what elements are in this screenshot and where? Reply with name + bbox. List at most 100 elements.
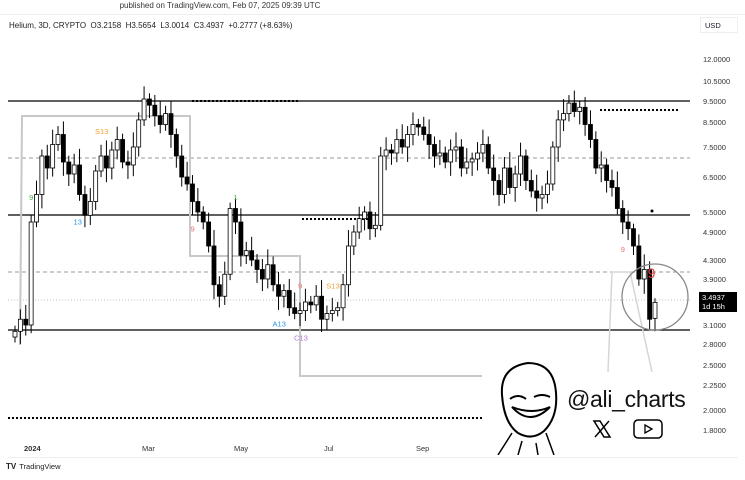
candle-body	[163, 113, 168, 125]
candle-body	[12, 330, 18, 338]
candle-body	[389, 149, 394, 154]
candle-body	[55, 134, 61, 145]
candle-body	[394, 139, 400, 154]
candle-body	[426, 134, 432, 145]
candle-body	[313, 295, 319, 306]
candle-body	[458, 146, 464, 169]
candle-body	[243, 250, 249, 256]
candle-body	[71, 164, 77, 175]
price-tick: 3.9000	[703, 275, 726, 284]
candle-body	[432, 144, 437, 157]
candle-body	[227, 208, 233, 275]
cartoon-face-logo	[497, 361, 558, 455]
price-tick: 2.8000	[703, 340, 726, 349]
candle-body	[598, 164, 604, 169]
candle-body	[281, 290, 287, 297]
candle-body	[125, 161, 131, 166]
candle-body	[647, 269, 653, 320]
candle-body	[550, 146, 556, 185]
candle-body	[620, 208, 626, 223]
candle-body	[604, 164, 609, 181]
td-count-label: C13	[294, 334, 308, 343]
candle-body	[442, 152, 448, 163]
td-count-label: 1	[234, 193, 238, 202]
td-count-label: 9	[190, 225, 194, 234]
candle-body	[421, 126, 427, 135]
candle-body	[448, 149, 454, 163]
highlight-circle	[621, 263, 689, 331]
candle-body	[566, 102, 572, 114]
candle-body	[453, 146, 459, 151]
candle-body	[109, 149, 115, 169]
price-tick: 2.2500	[703, 381, 726, 390]
candle-body	[399, 139, 405, 148]
candle-body	[222, 273, 228, 297]
last-price: 3.4937	[702, 293, 725, 302]
candle-body	[582, 106, 588, 125]
td-count-label: 9	[621, 245, 625, 254]
tradingview-logo[interactable]: TV TradingView	[6, 462, 61, 471]
candle-body	[588, 124, 593, 140]
candle-body	[324, 313, 330, 320]
candle-body	[152, 104, 158, 117]
time-tick: Mar	[142, 444, 155, 453]
candle-body	[561, 113, 566, 121]
price-tick: 1.8000	[703, 426, 726, 435]
candle-body	[545, 183, 550, 195]
candle-body	[539, 194, 545, 199]
candle-body	[378, 155, 384, 226]
td-count-label: 13	[74, 218, 82, 227]
candle-body	[39, 155, 45, 195]
candle-body	[502, 167, 507, 195]
candle-body	[340, 284, 346, 309]
time-tick: May	[234, 444, 249, 453]
candle-body	[216, 284, 222, 297]
time-tick: Sep	[416, 444, 430, 453]
candle-body	[367, 211, 373, 230]
candle-body	[405, 134, 411, 148]
td-count-label: 9	[648, 265, 656, 281]
candle-body	[270, 264, 276, 286]
candle-body	[82, 194, 88, 216]
candle-body	[475, 152, 480, 160]
candle-body	[23, 318, 29, 326]
candle-body	[259, 269, 265, 280]
time-tick: Jul	[324, 444, 334, 453]
td-count-label: S13	[326, 282, 339, 291]
bar-countdown: 1d 15h	[702, 302, 725, 311]
candle-body	[206, 221, 212, 247]
candle-body	[211, 245, 217, 286]
price-tick: 8.5000	[703, 118, 726, 127]
price-tick: 10.5000	[703, 77, 731, 86]
candle-body	[480, 144, 486, 154]
candle-body	[507, 167, 513, 188]
candle-body	[292, 307, 298, 314]
candle-body	[50, 144, 56, 169]
time-tick: 2024	[24, 444, 41, 453]
candle-body	[173, 134, 179, 157]
candle-body	[346, 245, 351, 286]
candle-body	[577, 106, 583, 112]
candle-body	[184, 176, 190, 185]
price-tick: 2.0000	[703, 406, 726, 415]
candle-body	[464, 161, 470, 169]
candle-body	[534, 190, 540, 199]
candle-body	[335, 307, 341, 312]
candle-body	[308, 301, 314, 306]
candle-body	[303, 301, 308, 312]
candle-body	[362, 211, 367, 220]
candle-body	[351, 231, 357, 247]
candle-body	[120, 139, 125, 163]
candle-body	[512, 173, 518, 188]
candle-body	[636, 245, 642, 280]
candle-body	[17, 318, 23, 332]
price-tick: 5.5000	[703, 208, 726, 217]
candle-body	[190, 183, 195, 202]
price-tick: 7.5000	[703, 143, 726, 152]
candle-body	[233, 208, 238, 223]
tradingview-brand: TradingView	[19, 462, 61, 471]
candle-body	[555, 119, 561, 148]
price-tick: 6.5000	[703, 173, 726, 182]
currency-button[interactable]: USD	[700, 17, 738, 33]
